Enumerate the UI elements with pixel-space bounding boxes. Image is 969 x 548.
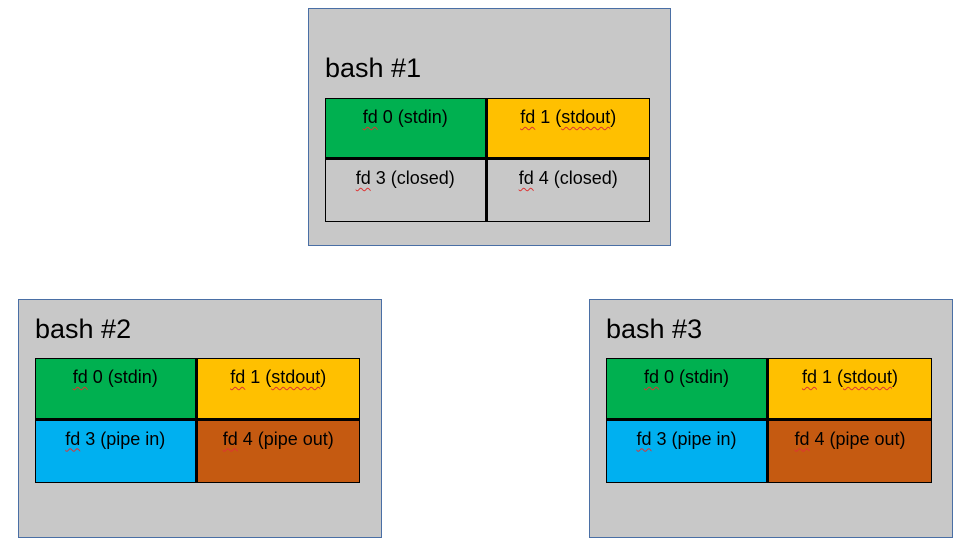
fd-stream-word: stdout: [842, 367, 893, 387]
fd-label: 4 (closed): [533, 168, 618, 188]
fd-label: 0 (stdin): [658, 367, 730, 387]
fd-table: fd 0 (stdin) fd 1 (stdout) fd 3 (pipe in…: [35, 358, 360, 483]
fd-prefix: fd: [65, 428, 81, 449]
fd-cell-4: fd 4 (pipe out): [769, 420, 931, 482]
fd-prefix: fd: [230, 367, 246, 387]
fd-cell-3: fd 3 (closed): [326, 160, 488, 221]
fd-stream-word: stdout: [561, 107, 611, 127]
fd-label: 1 (: [535, 107, 562, 127]
fd-cell-1: fd 1 (stdout): [769, 359, 931, 421]
fd-label: 4 (pipe out): [237, 428, 334, 449]
fd-prefix: fd: [72, 367, 88, 387]
fd-cell-3: fd 3 (pipe in): [36, 420, 198, 482]
fd-cell-0: fd 0 (stdin): [36, 359, 198, 421]
fd-label: 4 (pipe out): [809, 428, 906, 449]
fd-stream-word: stdout: [271, 367, 321, 387]
fd-label: 1 (: [816, 367, 843, 387]
fd-prefix: fd: [801, 367, 817, 387]
fd-prefix: fd: [518, 168, 534, 188]
fd-label-end: ): [610, 107, 617, 127]
fd-prefix: fd: [362, 107, 378, 127]
process-title: bash #3: [606, 314, 703, 344]
fd-prefix: fd: [355, 168, 371, 188]
fd-cell-1: fd 1 (stdout): [197, 359, 359, 421]
fd-cell-3: fd 3 (pipe in): [607, 420, 769, 482]
fd-label: 0 (stdin): [377, 107, 448, 127]
fd-label-end: ): [892, 367, 899, 387]
fd-cell-0: fd 0 (stdin): [326, 99, 488, 160]
process-title: bash #2: [35, 314, 132, 344]
fd-label: 0 (stdin): [87, 367, 158, 387]
fd-label: 3 (closed): [370, 168, 455, 188]
fd-cell-4: fd 4 (closed): [487, 160, 649, 221]
fd-label: 3 (pipe in): [651, 428, 737, 449]
fd-prefix: fd: [643, 367, 659, 387]
fd-cell-1: fd 1 (stdout): [487, 99, 649, 160]
fd-table: fd 0 (stdin) fd 1 (stdout) fd 3 (pipe in…: [606, 358, 932, 483]
fd-label: 1 (: [245, 367, 272, 387]
process-title: bash #1: [325, 53, 422, 83]
process-box-bash-2: bash #2 fd 0 (stdin) fd 1 (stdout) fd 3 …: [18, 299, 382, 538]
fd-table: fd 0 (stdin) fd 1 (stdout) fd 3 (closed)…: [325, 98, 650, 222]
fd-prefix: fd: [520, 107, 536, 127]
fd-label: 3 (pipe in): [80, 428, 166, 449]
fd-prefix: fd: [222, 428, 238, 449]
fd-prefix: fd: [794, 428, 810, 449]
fd-prefix: fd: [636, 428, 652, 449]
fd-cell-0: fd 0 (stdin): [607, 359, 769, 421]
process-box-bash-3: bash #3 fd 0 (stdin) fd 1 (stdout) fd 3 …: [589, 299, 953, 538]
fd-label-end: ): [320, 367, 327, 387]
fd-cell-4: fd 4 (pipe out): [197, 420, 359, 482]
process-box-bash-1: bash #1 fd 0 (stdin) fd 1 (stdout) fd 3 …: [308, 8, 671, 246]
